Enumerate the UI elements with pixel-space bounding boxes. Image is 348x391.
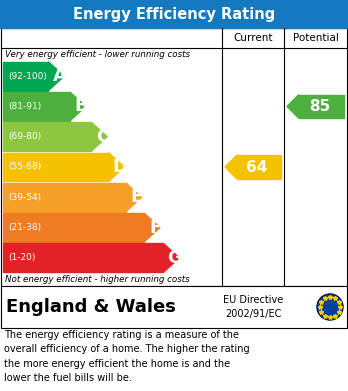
Polygon shape [287,95,299,118]
Bar [1,28,347,286]
Text: Not energy efficient - higher running costs: Not energy efficient - higher running co… [5,275,190,284]
Text: D: D [112,158,127,176]
Bar [1,286,347,328]
Bar [3,213,144,242]
Text: (69-80): (69-80) [8,132,41,141]
Text: EU Directive
2002/91/EC: EU Directive 2002/91/EC [223,295,283,319]
Polygon shape [70,92,86,121]
Bar [299,95,344,118]
Bar [237,155,281,179]
Text: Energy Efficiency Rating: Energy Efficiency Rating [73,7,275,22]
Text: C: C [96,128,109,146]
Bar [3,92,70,121]
Text: E: E [131,188,143,206]
Text: Very energy efficient - lower running costs: Very energy efficient - lower running co… [5,50,190,59]
Text: 85: 85 [309,99,330,114]
Polygon shape [225,155,237,179]
Text: (21-38): (21-38) [8,223,41,232]
Polygon shape [48,62,64,91]
Text: (55-68): (55-68) [8,163,41,172]
Text: F: F [149,219,161,237]
Polygon shape [109,152,125,181]
Polygon shape [92,122,107,151]
Bar [3,152,109,181]
Polygon shape [126,183,142,212]
Text: B: B [74,97,88,115]
Bar [0,0,348,28]
Text: 64: 64 [246,160,268,174]
Text: The energy efficiency rating is a measure of the
overall efficiency of a home. T: The energy efficiency rating is a measur… [4,330,250,383]
Bar [3,122,92,151]
Text: Potential: Potential [293,33,339,43]
Text: England & Wales: England & Wales [6,298,176,316]
Circle shape [317,294,343,320]
Polygon shape [164,244,179,272]
Text: G: G [167,249,182,267]
Text: (81-91): (81-91) [8,102,41,111]
Bar [3,62,48,91]
Text: (92-100): (92-100) [8,72,47,81]
Bar [3,244,164,272]
Text: A: A [53,67,66,85]
Bar [3,183,126,212]
Text: (39-54): (39-54) [8,193,41,202]
Text: Current: Current [233,33,273,43]
Text: (1-20): (1-20) [8,253,35,262]
Polygon shape [144,213,160,242]
